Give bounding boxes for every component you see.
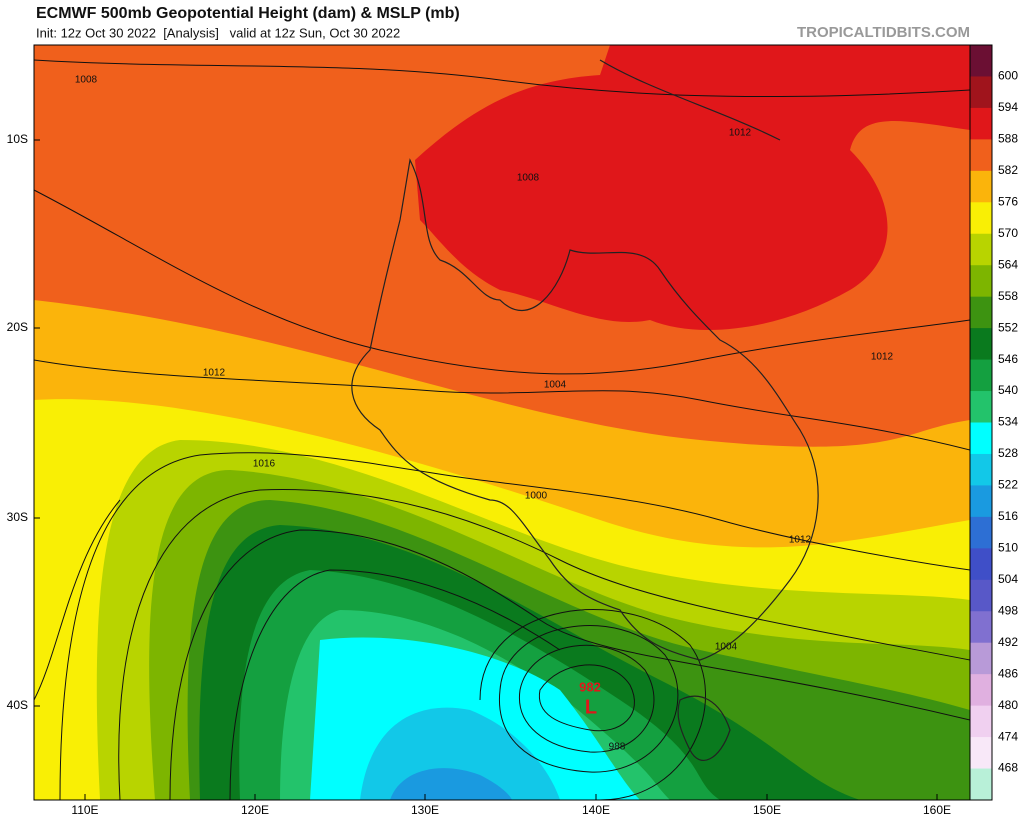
contour-label: 1004 — [544, 380, 567, 391]
colorbar: 600 594 588 582 576 570 564 558 552 546 540 534 528 5… — [969, 44, 1018, 801]
colorbar-label: 588 — [998, 132, 1018, 146]
low-pressure: 982 — [579, 679, 601, 694]
lon-label: 130E — [411, 803, 439, 817]
colorbar-cell — [970, 737, 992, 770]
colorbar-cell — [970, 453, 992, 486]
coastline — [351, 59, 819, 761]
colorbar-label: 498 — [998, 603, 1018, 617]
colorbar-cell — [970, 579, 992, 612]
colorbar-label: 468 — [998, 761, 1018, 775]
lat-label: 10S — [7, 132, 28, 146]
lon-label: 120E — [241, 803, 269, 817]
colorbar-cell — [970, 705, 992, 738]
colorbar-label: 516 — [998, 509, 1018, 523]
colorbar-cell — [970, 516, 992, 549]
colorbar-cell — [970, 45, 992, 77]
colorbar-cell — [970, 265, 992, 298]
contour-label: 1012 — [729, 128, 752, 139]
lat-label: 30S — [7, 510, 28, 524]
colorbar-cell — [970, 328, 992, 361]
contour-label: 1012 — [871, 352, 894, 363]
map: 1008 1012 1008 1012 1012 1004 1016 1000 1012 1004… — [34, 45, 970, 800]
colorbar-label: 510 — [998, 541, 1018, 555]
colorbar-label: 480 — [998, 698, 1018, 712]
colorbar-label: 594 — [998, 100, 1018, 114]
colorbar-label: 492 — [998, 635, 1018, 649]
lon-label: 140E — [582, 803, 610, 817]
colorbar-label: 600 — [998, 69, 1018, 83]
colorbar-cell — [970, 642, 992, 675]
brand: TROPICALTIDBITS.COM — [797, 24, 970, 41]
colorbar-cell — [970, 422, 992, 455]
colorbar-label: 564 — [998, 257, 1018, 271]
colorbar-cell — [970, 391, 992, 423]
colorbar-cell — [970, 233, 992, 266]
isobars — [34, 59, 970, 800]
colorbar-label: 504 — [998, 572, 1018, 586]
colorbar-cell — [970, 139, 992, 172]
colorbar-cell — [970, 76, 992, 109]
title: ECMWF 500mb Geopotential Height (dam) & … — [36, 5, 460, 22]
colorbar-cell — [970, 548, 992, 581]
colorbar-cell — [970, 170, 992, 203]
height-band — [415, 45, 970, 330]
contour-labels: 1008 1012 1008 1012 1012 1004 1016 1000 1012 1004… — [75, 75, 894, 753]
contour-label: 1008 — [517, 173, 540, 184]
colorbar-cell — [970, 202, 992, 235]
subtitle: Init: 12z Oct 30 2022 [Analysis] valid a… — [36, 25, 400, 40]
colorbar-cell — [970, 107, 992, 140]
colorbar-cell — [970, 296, 992, 329]
contour-label: 988 — [609, 742, 626, 753]
colorbar-cell — [970, 485, 992, 518]
contour-label: 1004 — [715, 642, 738, 653]
colorbar-frame — [969, 44, 993, 801]
colorbar-label: 570 — [998, 226, 1018, 240]
lat-label: 40S — [7, 698, 28, 712]
contour-label: 1012 — [789, 535, 812, 546]
low-symbol: L — [585, 696, 597, 718]
colorbar-cell — [970, 359, 992, 392]
colorbar-label: 534 — [998, 415, 1018, 429]
colorbar-label: 528 — [998, 446, 1018, 460]
contour-label: 1008 — [75, 75, 98, 86]
colorbar-label: 540 — [998, 383, 1018, 397]
colorbar-cell — [970, 768, 992, 801]
colorbar-label: 546 — [998, 352, 1018, 366]
colorbar-label: 486 — [998, 666, 1018, 680]
contour-label: 1012 — [203, 368, 226, 379]
colorbar-cell — [970, 674, 992, 707]
colorbar-label: 558 — [998, 289, 1018, 303]
colorbar-label: 576 — [998, 194, 1018, 208]
colorbar-label: 582 — [998, 163, 1018, 177]
axes: 10S 20S 30S 40S 110E 120E 130E 140E 150E 160E — [7, 132, 951, 817]
lon-label: 110E — [71, 803, 98, 817]
colorbar-cell — [970, 611, 992, 644]
lat-label: 20S — [7, 320, 28, 334]
contour-label: 1000 — [525, 491, 548, 502]
height-band — [390, 768, 512, 800]
lon-label: 160E — [923, 803, 951, 817]
colorbar-label: 474 — [998, 729, 1018, 743]
contour-label: 1016 — [253, 459, 276, 470]
colorbar-label: 522 — [998, 478, 1018, 492]
lon-label: 150E — [753, 803, 781, 817]
colorbar-label: 552 — [998, 320, 1018, 334]
